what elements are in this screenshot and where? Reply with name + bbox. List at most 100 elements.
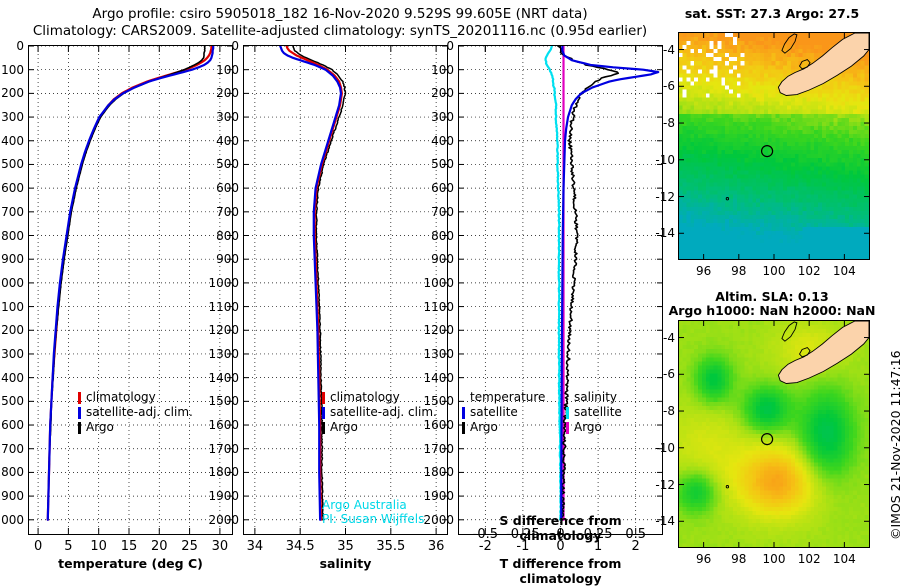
depth-tick-label: 1700 — [197, 443, 239, 455]
depth-tick-label: 1200 — [0, 324, 24, 336]
longitude-tick-label: 102 — [789, 553, 829, 565]
depth-tick-label: 1700 — [0, 443, 24, 455]
legend-header-label: temperature — [470, 390, 545, 405]
latitude-tick-label: -12 — [651, 191, 675, 203]
temperature-difference-axis-title: T difference from climatology — [458, 556, 663, 586]
legend-label: climatology — [330, 390, 400, 405]
latitude-tick-label: -4 — [651, 332, 675, 344]
depth-tick-label: 400 — [197, 135, 239, 147]
depth-tick-label: 1400 — [412, 372, 454, 384]
longitude-tick-label: 104 — [824, 265, 864, 277]
x-tick-label: 34 — [230, 540, 280, 553]
depth-tick-label: 200 — [197, 87, 239, 99]
depth-tick-label: 1800 — [0, 466, 24, 478]
legend-label: Argo — [470, 420, 498, 435]
longitude-tick-label: 98 — [719, 553, 759, 565]
depth-tick-label: 200 — [412, 87, 454, 99]
depth-tick-label: 1300 — [197, 348, 239, 360]
depth-tick-label: 1800 — [197, 466, 239, 478]
sst-map-title: sat. SST: 27.3 Argo: 27.5 — [672, 6, 872, 21]
latitude-tick-label: -10 — [651, 442, 675, 454]
legend-label: Argo — [86, 420, 114, 435]
depth-tick-label: 1100 — [412, 301, 454, 313]
depth-tick-label: 300 — [197, 111, 239, 123]
figure-title-line1: Argo profile: csiro 5905018_182 16-Nov-2… — [0, 6, 680, 23]
depth-tick-label: 0 — [0, 40, 24, 52]
legend-swatch-climatology — [78, 392, 81, 404]
legend-item: satellite-adj. clim. — [78, 405, 193, 420]
depth-tick-label: 700 — [412, 206, 454, 218]
legend-label: satellite — [574, 405, 622, 420]
depth-tick-label: 1900 — [412, 490, 454, 502]
depth-tick-label: 600 — [412, 182, 454, 194]
legend-swatch-salinity-satellite — [566, 407, 569, 419]
depth-tick-label: 1400 — [197, 372, 239, 384]
legend-swatch-salinity-argo — [566, 422, 569, 434]
latitude-tick-label: -14 — [651, 227, 675, 239]
x-tick-label: 35.5 — [366, 540, 416, 553]
latitude-tick-label: -6 — [651, 80, 675, 92]
legend-swatch-argo — [78, 422, 81, 434]
legend-swatch-argo — [322, 422, 325, 434]
latitude-tick-label: -6 — [651, 368, 675, 380]
sla-map-title-line2: Argo h1000: NaN h2000: NaN — [664, 303, 880, 318]
legend-group-header-temperature: temperature — [462, 390, 558, 405]
salinity-axis-title: salinity — [243, 556, 448, 571]
depth-tick-label: 2000 — [197, 514, 239, 526]
x-tick-label: 34.5 — [275, 540, 325, 553]
depth-tick-label: 1500 — [412, 395, 454, 407]
depth-tick-label: 1400 — [0, 372, 24, 384]
latitude-tick-label: -8 — [651, 405, 675, 417]
legend-group-header-salinity: salinity — [566, 390, 658, 405]
longitude-tick-label: 102 — [789, 265, 829, 277]
depth-tick-label: 700 — [0, 206, 24, 218]
depth-tick-label: 300 — [0, 111, 24, 123]
latitude-tick-label: -10 — [651, 154, 675, 166]
depth-tick-label: 400 — [0, 135, 24, 147]
legend-label: satellite — [470, 405, 518, 420]
depth-tick-label: 1500 — [197, 395, 239, 407]
depth-tick-label: 1800 — [412, 466, 454, 478]
legend-item: Argo — [78, 420, 193, 435]
depth-tick-label: 700 — [197, 206, 239, 218]
depth-tick-label: 400 — [412, 135, 454, 147]
longitude-tick-label: 96 — [684, 553, 724, 565]
depth-tick-label: 1900 — [197, 490, 239, 502]
depth-tick-label: 800 — [197, 230, 239, 242]
depth-tick-label: 100 — [412, 64, 454, 76]
legend-swatch-climatology — [322, 392, 325, 404]
legend-item: Argo — [566, 420, 658, 435]
legend-swatch-satellite-adj — [322, 407, 325, 419]
depth-tick-label: 1500 — [0, 395, 24, 407]
sla-map — [678, 320, 870, 548]
depth-tick-label: 1600 — [197, 419, 239, 431]
depth-tick-label: 1200 — [197, 324, 239, 336]
sla-map-title-line1: Altim. SLA: 0.13 — [672, 289, 872, 304]
depth-tick-label: 1000 — [412, 277, 454, 289]
latitude-tick-label: -12 — [651, 479, 675, 491]
imos-copyright-stamp: ©IMOS 21-Nov-2020 11:47:16 — [888, 350, 900, 540]
longitude-tick-label: 104 — [824, 553, 864, 565]
legend-item: climatology — [78, 390, 193, 405]
latitude-tick-label: -14 — [651, 515, 675, 527]
depth-tick-label: 500 — [412, 158, 454, 170]
credit-pi: PI: Susan Wijffels — [322, 512, 424, 526]
temperature-legend: climatology satellite-adj. clim. Argo — [78, 390, 193, 435]
depth-tick-label: 500 — [0, 158, 24, 170]
depth-tick-label: 900 — [197, 253, 239, 265]
figure-title-line2: Climatology: CARS2009. Satellite-adjuste… — [0, 23, 680, 40]
depth-tick-label: 1700 — [412, 443, 454, 455]
depth-tick-label: 0 — [197, 40, 239, 52]
depth-tick-label: 1200 — [412, 324, 454, 336]
legend-item: satellite — [462, 405, 558, 420]
legend-header-label: salinity — [574, 390, 617, 405]
depth-tick-label: 1000 — [0, 277, 24, 289]
legend-swatch-temperature-argo — [462, 422, 465, 434]
x-tick-label: 35 — [321, 540, 371, 553]
temperature-axis-title: temperature (deg C) — [28, 556, 233, 571]
depth-tick-label: 300 — [412, 111, 454, 123]
depth-tick-label: 200 — [0, 87, 24, 99]
depth-tick-label: 1600 — [412, 419, 454, 431]
legend-label: Argo — [330, 420, 358, 435]
depth-tick-label: 1000 — [197, 277, 239, 289]
